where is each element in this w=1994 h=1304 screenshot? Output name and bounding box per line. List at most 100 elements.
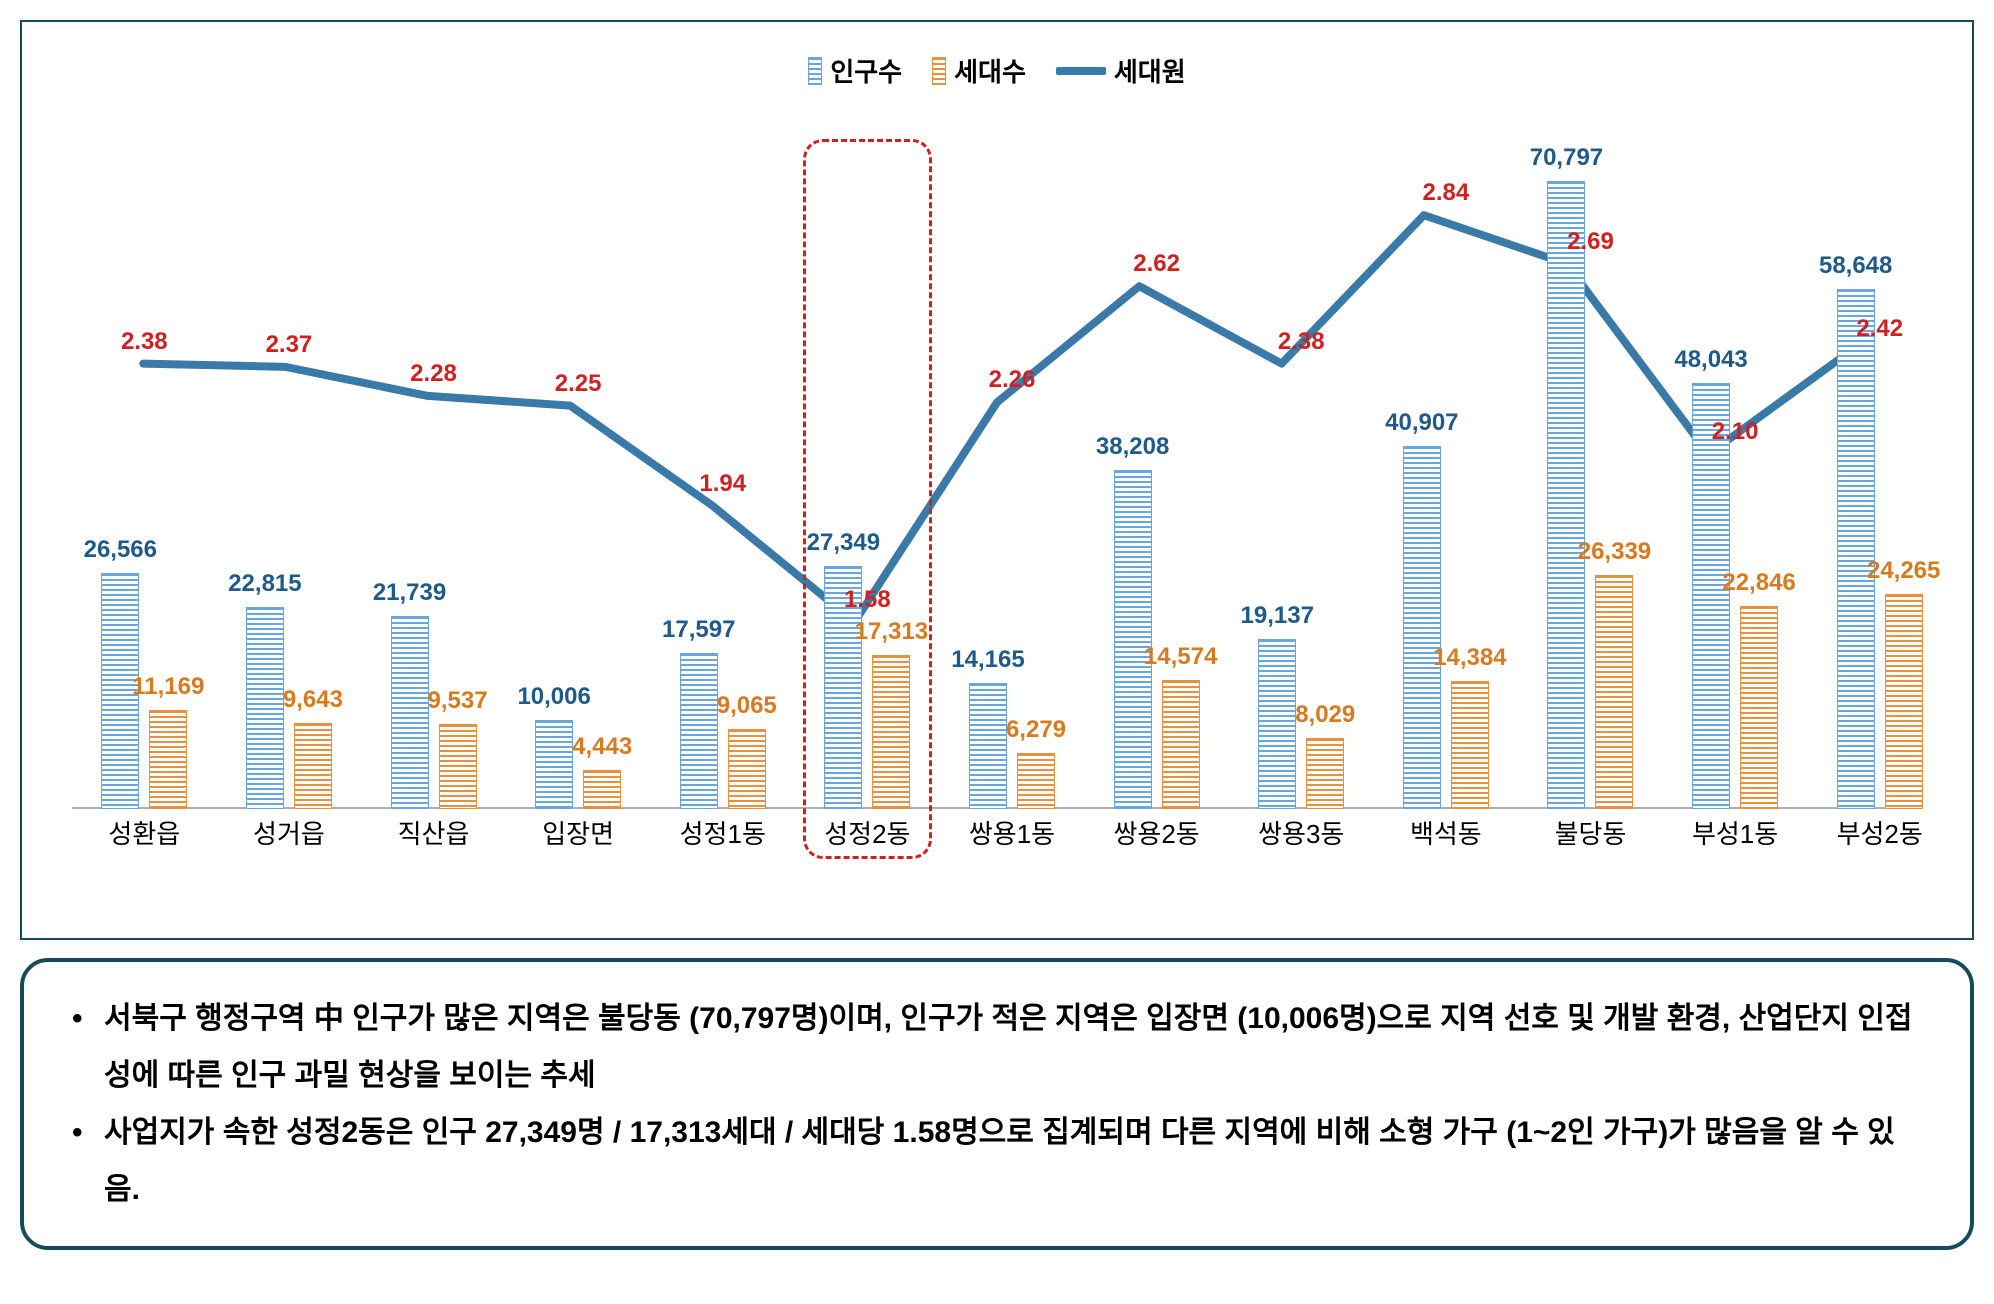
bar-label-households: 14,574 [1144, 643, 1217, 671]
bar-label-households: 24,265 [1867, 557, 1940, 585]
category-group: 백석동 40,907 14,384 [1374, 99, 1519, 859]
bar-households: 4,443 [583, 770, 621, 809]
bar-households: 9,643 [294, 723, 332, 809]
category-group: 성정2동27,34917,313 [795, 99, 940, 859]
legend-swatch-population [808, 57, 822, 85]
category-group: 부성1동48,04322,846 [1663, 99, 1808, 859]
bar-label-households: 9,065 [717, 692, 777, 720]
bar-label-population: 19,137 [1241, 602, 1314, 630]
chart-container: 인구수 세대수 세대원 성환읍26,56611,1692.38성거읍22,815… [20, 20, 1974, 940]
legend-item-members: 세대원 [1056, 52, 1186, 89]
category-group: 성거읍 22,815 9,643 [217, 99, 362, 859]
bar-households: 9,065 [728, 729, 766, 809]
bar-label-population: 21,739 [373, 579, 446, 607]
line-label-members: 2.26 [989, 366, 1036, 394]
bar-households: 22,846 [1740, 606, 1778, 809]
line-label-members: 2.28 [410, 360, 457, 388]
category-group: 쌍용3동 19,137 8,029 [1229, 99, 1374, 859]
category-group: 직산읍21,7399,537 [361, 99, 506, 859]
line-label-members: 2.62 [1133, 250, 1180, 278]
category-label: 쌍용1동 [940, 814, 1085, 851]
bar-households: 14,574 [1162, 680, 1200, 809]
plot-area: 성환읍26,56611,1692.38성거읍22,8159,6432.37직산읍… [72, 99, 1922, 859]
bar-label-households: 6,279 [1006, 716, 1066, 744]
bar-label-population: 58,648 [1819, 252, 1892, 280]
bar-group: 14,165 6,279 [969, 683, 1055, 809]
line-label-members: 1.58 [844, 586, 891, 614]
bar-group: 48,04322,846 [1692, 383, 1778, 809]
bar-label-population: 14,165 [951, 646, 1024, 674]
bar-population: 10,006 [535, 720, 573, 809]
category-group: 입장면 10,006 4,443 [506, 99, 651, 859]
line-label-members: 2.38 [1278, 328, 1325, 356]
chart-legend: 인구수 세대수 세대원 [62, 52, 1932, 89]
line-label-members: 2.42 [1856, 315, 1903, 343]
bar-group: 40,907 14,384 [1403, 446, 1489, 809]
notes-list: 서북구 행정구역 中 인구가 많은 지역은 불당동 (70,797명)이며, 인… [64, 990, 1930, 1218]
bar-population: 19,137 [1258, 639, 1296, 809]
category-label: 부성2동 [1807, 814, 1952, 851]
category-label: 쌍용2동 [1084, 814, 1229, 851]
bar-label-population: 10,006 [517, 683, 590, 711]
note-bullet: 사업지가 속한 성정2동은 인구 27,349명 / 17,313세대 / 세대… [64, 1104, 1930, 1218]
legend-swatch-members [1056, 67, 1106, 75]
bar-group: 10,006 4,443 [535, 720, 621, 809]
bar-population: 40,907 [1403, 446, 1441, 809]
category-label: 성환읍 [72, 814, 217, 851]
note-bullet: 서북구 행정구역 中 인구가 많은 지역은 불당동 (70,797명)이며, 인… [64, 990, 1930, 1104]
bar-label-households: 9,537 [427, 687, 487, 715]
bar-population: 38,208 [1114, 470, 1152, 809]
category-group: 쌍용2동38,20814,574 [1084, 99, 1229, 859]
bar-population: 21,739 [391, 616, 429, 809]
legend-item-population: 인구수 [808, 52, 902, 89]
line-label-members: 2.69 [1567, 228, 1614, 256]
bar-label-population: 17,597 [662, 616, 735, 644]
bar-group: 17,597 9,065 [680, 653, 766, 809]
bar-group: 38,208 14,574 [1114, 470, 1200, 809]
bar-households: 8,029 [1306, 738, 1344, 809]
bar-population: 14,165 [969, 683, 1007, 809]
bar-label-households: 22,846 [1722, 569, 1795, 597]
bar-households: 9,537 [439, 724, 477, 809]
category-group: 쌍용1동14,1656,279 [940, 99, 1085, 859]
bar-households: 14,384 [1451, 681, 1489, 809]
bar-label-households: 17,313 [855, 618, 928, 646]
bar-group: 58,648 24,265 [1837, 289, 1923, 810]
bar-households: 24,265 [1885, 594, 1923, 809]
line-label-members: 2.84 [1422, 179, 1469, 207]
bar-group: 22,815 9,643 [246, 607, 332, 809]
bar-group: 21,739 9,537 [391, 616, 477, 809]
bar-population: 17,597 [680, 653, 718, 809]
category-label: 쌍용3동 [1229, 814, 1374, 851]
legend-label: 세대수 [954, 52, 1026, 89]
bar-label-population: 48,043 [1674, 346, 1747, 374]
bar-group: 26,56611,169 [101, 573, 187, 809]
line-label-members: 2.10 [1712, 418, 1759, 446]
legend-item-households: 세대수 [932, 52, 1026, 89]
bar-households: 6,279 [1017, 753, 1055, 809]
bar-households: 17,313 [872, 655, 910, 809]
legend-label: 인구수 [830, 52, 902, 89]
bar-population: 58,648 [1837, 289, 1875, 810]
category-label: 직산읍 [361, 814, 506, 851]
bar-label-households: 11,169 [132, 673, 204, 701]
bar-households: 26,339 [1595, 575, 1633, 809]
category-group: 성환읍26,56611,169 [72, 99, 217, 859]
line-label-members: 2.38 [121, 328, 168, 356]
bar-label-population: 26,566 [84, 536, 157, 564]
bar-label-population: 40,907 [1385, 409, 1458, 437]
category-label: 부성1동 [1663, 814, 1808, 851]
category-label: 백석동 [1374, 814, 1519, 851]
bar-population: 22,815 [246, 607, 284, 809]
notes-panel: 서북구 행정구역 中 인구가 많은 지역은 불당동 (70,797명)이며, 인… [20, 958, 1974, 1250]
category-group: 부성2동58,64824,265 [1807, 99, 1952, 859]
bar-group: 70,797 26,339 [1547, 181, 1633, 809]
category-label: 입장면 [506, 814, 651, 851]
bar-label-population: 38,208 [1096, 433, 1169, 461]
bar-population: 70,797 [1547, 181, 1585, 809]
category-label: 성정2동 [795, 814, 940, 851]
category-label: 불당동 [1518, 814, 1663, 851]
category-label: 성거읍 [217, 814, 362, 851]
bar-label-population: 70,797 [1530, 144, 1603, 172]
legend-swatch-households [932, 57, 946, 85]
